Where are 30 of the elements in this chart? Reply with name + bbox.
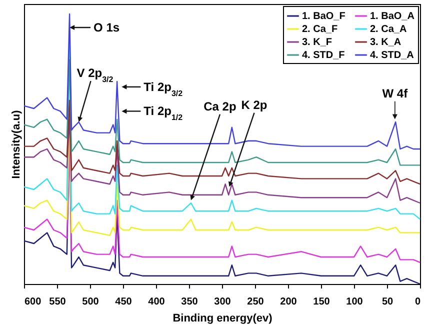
x-tick-label: 550 bbox=[49, 296, 66, 308]
x-axis-title: Binding energy(ev) bbox=[172, 312, 273, 324]
x-tick-label: 450 bbox=[115, 296, 132, 308]
annotation: Ca 2p bbox=[204, 99, 236, 114]
legend-label: 3. K_F bbox=[302, 37, 332, 48]
legend-label: 2. Ca_F bbox=[302, 24, 338, 35]
legend-label: 1. BaO_F bbox=[302, 11, 346, 22]
x-tick-label: 400 bbox=[148, 296, 166, 308]
x-tick-label: 350 bbox=[181, 296, 198, 308]
x-tick-label: 0 bbox=[414, 296, 421, 308]
legend-label: 2. Ca_A bbox=[370, 24, 407, 35]
legend-label: 4. STD_A bbox=[370, 50, 414, 61]
legend-label: 3. K_A bbox=[370, 37, 402, 48]
legend-label: 1. BaO_A bbox=[370, 11, 414, 22]
annotation: V 2p$_{3/2}$ bbox=[76, 66, 114, 84]
x-tick-label: 500 bbox=[82, 296, 100, 308]
annotation: K 2p bbox=[241, 98, 268, 112]
x-tick-label: 200 bbox=[280, 296, 298, 308]
y-axis-title: Intensity(a.u) bbox=[10, 110, 22, 179]
x-tick-label: 100 bbox=[346, 296, 364, 308]
x-tick-label: 600 bbox=[24, 296, 42, 308]
x-tick-label: 300 bbox=[214, 296, 232, 308]
annotation: Ti 2p$_{1/2}$ bbox=[144, 104, 184, 122]
legend-label: 4. STD_F bbox=[302, 50, 345, 61]
x-tick-label: 50 bbox=[382, 296, 394, 308]
annotation: W 4f bbox=[382, 86, 409, 100]
annotation: O 1s bbox=[94, 20, 120, 34]
x-tick-label: 150 bbox=[313, 296, 330, 308]
annotation: Ti 2p$_{3/2}$ bbox=[144, 80, 184, 98]
x-tick-label: 250 bbox=[247, 296, 264, 308]
